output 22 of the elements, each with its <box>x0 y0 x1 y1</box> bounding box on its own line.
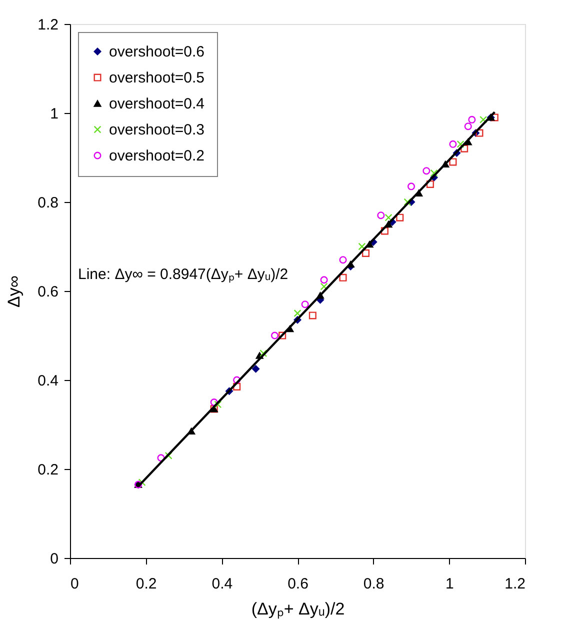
y-tick-label: 0.8 <box>38 194 58 212</box>
annotation: Line: Δy∞ = 0.8947(Δyₚ+ Δyᵤ)/2 <box>78 266 288 283</box>
y-tick-label: 1.2 <box>38 16 58 34</box>
legend-label: overshoot=0.6 <box>109 44 204 60</box>
y-tick-label: 0 <box>50 550 58 568</box>
legend-label: overshoot=0.2 <box>109 148 204 164</box>
y-tick-label: 1 <box>50 106 58 122</box>
x-tick-label: 0.6 <box>288 576 308 592</box>
x-axis-title: (Δyₚ+ Δyᵤ)/2 <box>251 600 345 620</box>
y-tick-label: 0.4 <box>38 372 58 390</box>
x-tick-label: 1.2 <box>504 576 526 592</box>
legend-label: overshoot=0.4 <box>109 96 204 112</box>
y-axis-title: Δy∞ <box>4 276 24 308</box>
x-tick-label: 0.4 <box>212 576 233 592</box>
y-tick-label: 0.2 <box>38 462 58 478</box>
y-tick-label: 0.6 <box>38 284 58 300</box>
x-tick-label: 1 <box>445 576 454 592</box>
x-tick-label: 0.2 <box>136 576 157 592</box>
legend-label: overshoot=0.5 <box>109 70 204 86</box>
x-tick-label: 0.8 <box>363 576 384 592</box>
x-tick-label: 0 <box>70 576 79 592</box>
legend-label: overshoot=0.3 <box>109 122 204 138</box>
